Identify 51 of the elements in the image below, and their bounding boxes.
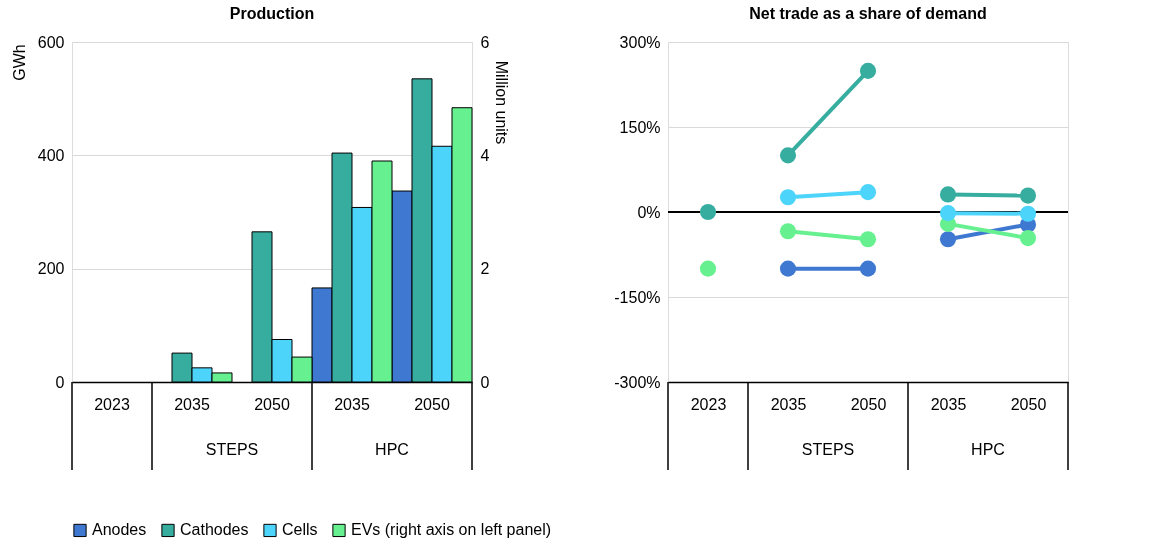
text: STEPS (801, 441, 855, 458)
point (779, 189, 797, 206)
y2-tick-label: 4 (480, 146, 490, 164)
text: HPC (375, 441, 409, 458)
text: STEPS (205, 441, 259, 458)
point (1019, 205, 1037, 222)
y-tick-label: 600 (37, 33, 65, 51)
x-tick-label: 2035 (930, 395, 967, 413)
y-tick-label: 150% (619, 118, 661, 136)
y-tick-label: 0 (55, 373, 65, 391)
x-tick-label: 2050 (850, 395, 887, 413)
point (699, 260, 717, 277)
y-tick-label: 200 (37, 260, 65, 278)
x-tick-label: 2023 (94, 395, 130, 413)
chart-title: Production (229, 5, 315, 22)
point (1019, 187, 1037, 204)
point (939, 231, 957, 248)
point (779, 147, 797, 164)
y-tick-label: -150% (614, 288, 661, 306)
point (1019, 230, 1037, 247)
x-tick-label: 2035 (770, 395, 807, 413)
point (779, 260, 797, 277)
y-tick-label: 0% (637, 203, 661, 221)
point (699, 203, 717, 221)
point (859, 62, 877, 79)
y2-tick-label: 2 (480, 260, 490, 278)
x-tick-label: 2035 (174, 395, 210, 413)
point (779, 223, 797, 240)
point (939, 205, 957, 222)
legend-label: EVs (right axis on left panel) (351, 521, 552, 539)
x-tick-label: 2023 (690, 395, 727, 413)
y-tick-label: -300% (614, 373, 661, 391)
point (859, 184, 877, 201)
point (859, 231, 877, 248)
y2-tick-label: 6 (480, 33, 490, 51)
x-tick-label: 2035 (334, 395, 370, 413)
legend-label: Anodes (92, 521, 147, 539)
point (859, 260, 877, 277)
text: HPC (971, 441, 1005, 458)
y-axis-title: GWh (10, 44, 28, 81)
point (939, 186, 957, 203)
legend-label: Cells (282, 521, 318, 539)
x-tick-label: 2050 (414, 395, 450, 413)
y2-axis-title: Million units (493, 60, 511, 145)
y-tick-label: 300% (619, 33, 661, 51)
chart-title: Net trade as a share of demand (749, 5, 987, 22)
y2-tick-label: 0 (480, 373, 490, 391)
legend-label: Cathodes (180, 521, 249, 539)
x-tick-label: 2050 (1010, 395, 1047, 413)
y-tick-label: 400 (37, 146, 65, 164)
x-tick-label: 2050 (254, 395, 290, 413)
